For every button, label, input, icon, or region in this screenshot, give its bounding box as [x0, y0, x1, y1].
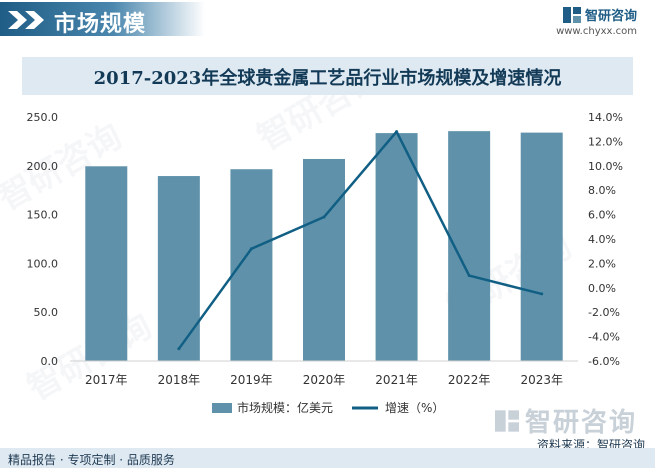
- bar: [157, 176, 200, 361]
- x-axis-tick-label: 2022年: [448, 373, 491, 387]
- double-chevron-icon: [8, 11, 44, 29]
- y2-axis-tick-label: 8.0%: [588, 184, 616, 197]
- y-axis-tick-label: 150.0: [27, 209, 59, 222]
- y2-axis-tick-label: 14.0%: [588, 111, 623, 124]
- y2-axis-tick-label: -2.0%: [588, 306, 620, 319]
- watermark-brand: 智研咨询: [494, 402, 637, 439]
- y2-axis-tick-label: 6.0%: [588, 209, 616, 222]
- y-axis-tick-label: 250.0: [27, 111, 59, 124]
- brand-name: 智研咨询: [584, 9, 637, 24]
- bar: [375, 133, 418, 361]
- footer-bar: 精品报告 · 专项定制 · 品质服务: [0, 448, 655, 468]
- x-axis-tick-label: 2018年: [158, 373, 201, 387]
- y2-axis-tick-label: 10.0%: [588, 160, 623, 173]
- chart-title-band: 2017-2023年全球贵金属工艺品行业市场规模及增速情况: [22, 57, 633, 95]
- line-point: [467, 274, 471, 278]
- bar: [520, 132, 563, 361]
- section-title: 市场规模: [54, 12, 147, 37]
- watermark-brand-name: 智研咨询: [524, 408, 637, 438]
- line-point: [322, 215, 326, 219]
- y2-axis-tick-label: 2.0%: [588, 257, 616, 270]
- x-axis-tick-label: 2020年: [303, 373, 346, 387]
- line-point: [177, 347, 181, 351]
- header-tab: 市场规模: [0, 2, 205, 37]
- watermark-logo-icon: [494, 409, 519, 432]
- legend-swatch-bar: [212, 403, 232, 413]
- x-axis-tick-label: 2021年: [375, 373, 418, 387]
- bar: [230, 169, 273, 361]
- chart: 250.0 200.0 150.0 100.0 50.0 0.0 14.0% 12.0% 10.…: [27, 111, 623, 415]
- y2-axis-tick-label: 4.0%: [588, 233, 616, 246]
- line-point: [540, 292, 544, 296]
- bar: [85, 166, 128, 361]
- x-axis-tick-label: 2023年: [520, 373, 563, 387]
- line-point: [395, 130, 399, 134]
- y-axis-tick-label: 0.0: [41, 355, 59, 368]
- x-axis-tick-label: 2017年: [85, 373, 128, 387]
- y2-axis-tick-label: 12.0%: [588, 135, 623, 148]
- y-axis-tick-label: 50.0: [34, 306, 59, 319]
- brand-url: www.chyxx.com: [556, 26, 637, 37]
- legend-label-line: 增速（%）: [385, 401, 444, 415]
- y-axis-tick-label: 200.0: [27, 160, 59, 173]
- y2-axis-tick-label: -4.0%: [588, 331, 620, 344]
- x-axis-tick-label: 2019年: [230, 373, 273, 387]
- services-text: 精品报告 · 专项定制 · 品质服务: [8, 453, 175, 467]
- y2-axis-tick-label: -6.0%: [588, 355, 620, 368]
- brand-logo-icon: [562, 6, 581, 23]
- brand: 智研咨询 www.chyxx.com: [556, 5, 637, 37]
- line-point: [249, 247, 253, 251]
- series-line-growth: [177, 130, 543, 350]
- chart-title: 2017-2023年全球贵金属工艺品行业市场规模及增速情况: [93, 68, 562, 89]
- legend-label-bar: 市场规模：亿美元: [237, 400, 333, 415]
- y2-axis-tick-label: 0.0%: [588, 282, 616, 295]
- bar: [303, 158, 345, 361]
- y-axis-tick-label: 100.0: [27, 257, 59, 270]
